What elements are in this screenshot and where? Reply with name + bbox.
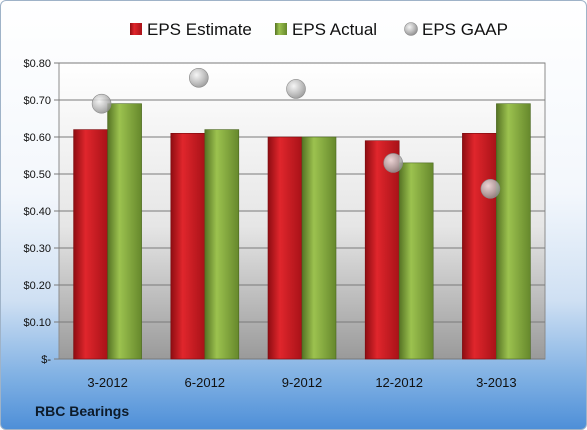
point-eps-gaap [91,93,112,114]
y-tick-label: $0.20 [23,280,51,292]
point-eps-gaap [480,179,501,199]
y-tick-label: $0.30 [23,243,51,255]
bar-eps-estimate [364,140,400,360]
bar-eps-estimate [73,129,108,360]
legend-swatch [404,22,418,36]
bar-eps-estimate [462,133,497,360]
legend: EPS Estimate EPS Actual EPS GAAP [130,20,508,39]
y-tick-label: $- [41,354,51,366]
x-tick-label: 6-2012 [185,375,225,390]
y-tick-label: $0.80 [23,58,51,70]
x-tick-label: 3-2012 [87,375,127,390]
legend-swatch [275,23,287,35]
y-axis-ticks: $- $0.10 $0.20 $0.30 $0.40 $0.50 $0.60 $0.70 $0.… [23,58,51,366]
bars [73,103,531,360]
x-axis-ticks: 3-2012 6-2012 9-2012 12-2012 3-2013 [87,375,516,390]
gaap-markers [91,68,501,199]
point-eps-gaap [383,153,404,173]
legend-item: EPS Estimate [130,20,252,39]
y-tick-label: $0.70 [23,95,51,107]
legend-swatch [130,23,142,35]
bar-eps-estimate [170,133,206,360]
legend-label: EPS Estimate [147,20,252,39]
y-tick-label: $0.50 [23,169,51,181]
legend-label: EPS Actual [292,20,377,39]
legend-label: EPS GAAP [422,20,508,39]
bar-eps-estimate [267,136,303,360]
y-tick-label: $0.40 [23,206,51,218]
point-eps-gaap [189,68,209,88]
x-tick-label: 9-2012 [282,375,322,390]
bar-eps-actual [107,103,142,360]
bar-eps-actual [496,103,531,360]
legend-item: EPS GAAP [404,20,508,39]
company-label: RBC Bearings [35,403,130,419]
x-tick-label: 3-2013 [476,375,516,390]
legend-item: EPS Actual [275,20,377,39]
point-eps-gaap [286,79,306,99]
y-tick-label: $0.10 [23,317,51,329]
y-tick-label: $0.60 [23,132,51,144]
x-tick-label: 12-2012 [375,375,423,390]
bar-eps-actual [398,162,434,360]
bar-eps-actual [204,129,240,360]
bar-eps-actual [301,136,337,360]
